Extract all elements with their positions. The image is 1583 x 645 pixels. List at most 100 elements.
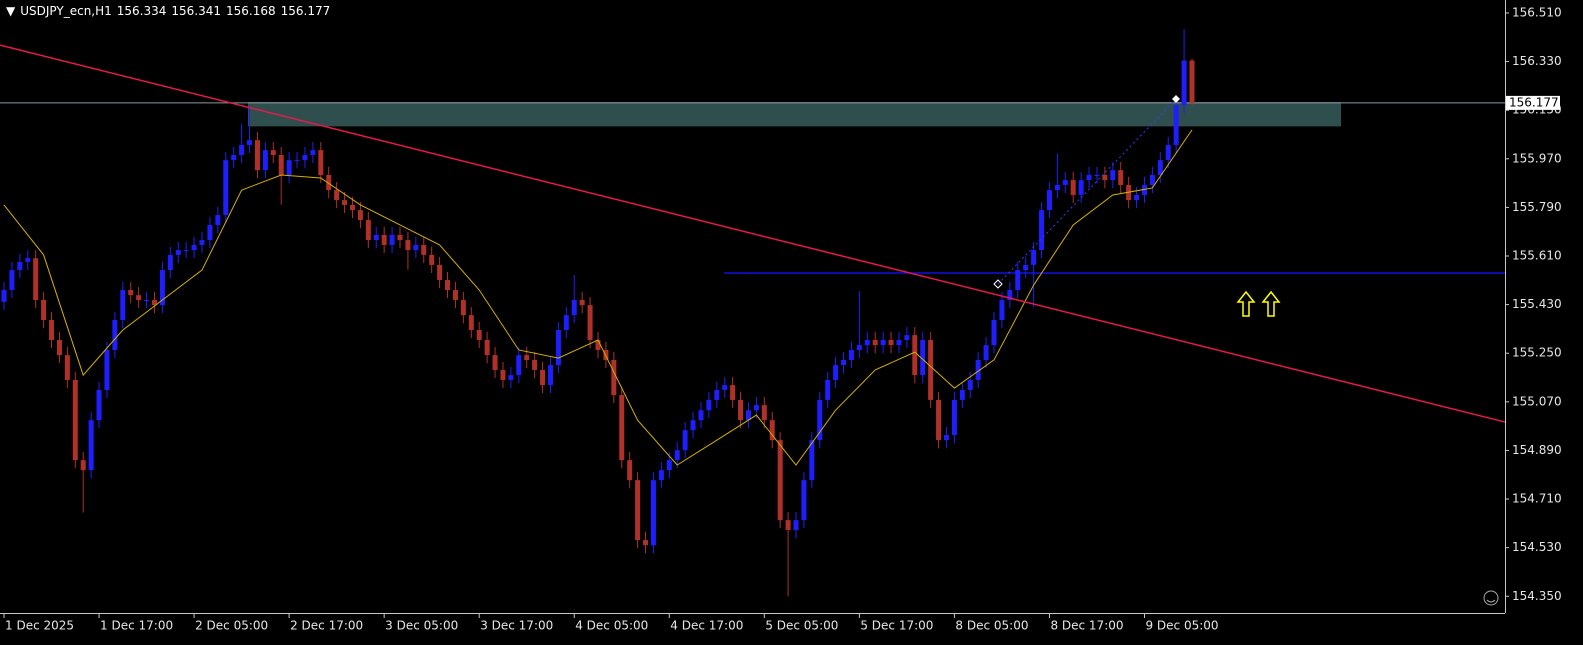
candle-body: [278, 155, 284, 175]
x-tick-label: 5 Dec 17:00: [860, 619, 933, 633]
candle-body: [1165, 145, 1171, 161]
candle-body: [991, 320, 997, 346]
candle-body: [848, 349, 854, 360]
candle-body: [167, 254, 173, 271]
candle-body: [1094, 174, 1100, 176]
candle-body: [547, 365, 553, 386]
candle-body: [9, 270, 15, 291]
candle-body: [793, 520, 799, 531]
candle-body: [80, 460, 86, 471]
candle-body: [682, 430, 688, 451]
x-tick-label: 3 Dec 17:00: [480, 619, 553, 633]
candle-body: [49, 320, 55, 340]
candle-body: [532, 359, 538, 370]
candle-body: [769, 420, 775, 441]
candle-body: [1134, 194, 1140, 201]
candle-body: [310, 150, 316, 156]
candle-body: [983, 345, 989, 360]
candle-body: [468, 315, 474, 330]
plot-area: [0, 29, 1506, 597]
candle-body: [326, 174, 332, 191]
candle-body: [999, 300, 1005, 321]
candle-body: [64, 355, 70, 380]
candle-body: [951, 399, 957, 436]
candle-body: [286, 160, 292, 175]
smiley-mouth: [1486, 599, 1496, 603]
y-tick-label: 155.610: [1512, 249, 1562, 263]
candle-body: [967, 379, 973, 390]
candle-body: [318, 150, 324, 175]
candle-body: [1157, 160, 1163, 175]
candle-body: [943, 435, 949, 441]
candle-body: [809, 440, 815, 481]
candle-body: [801, 480, 807, 521]
candle-body: [1062, 180, 1068, 185]
candle-body: [357, 210, 363, 221]
candle-body: [864, 339, 870, 346]
x-tick-label: 4 Dec 05:00: [575, 619, 648, 633]
candle-body: [159, 270, 165, 306]
candle-body: [920, 339, 926, 376]
candle-body: [1015, 270, 1021, 291]
candle-body: [1031, 250, 1037, 265]
candle-body: [698, 410, 704, 421]
candle-body: [1141, 184, 1147, 195]
candle-body: [175, 250, 181, 255]
candle-body: [540, 369, 546, 386]
y-tick-label: 154.710: [1512, 492, 1562, 506]
up-arrow: [1236, 290, 1256, 317]
candle-body: [690, 420, 696, 431]
x-tick-label: 1 Dec 2025: [5, 619, 74, 633]
candle-body: [56, 339, 62, 356]
candle-body: [730, 385, 736, 400]
x-tick-label: 8 Dec 17:00: [1050, 619, 1123, 633]
candle-body: [460, 300, 466, 316]
candle-body: [856, 345, 862, 350]
candle-body: [635, 480, 641, 541]
candle-body: [595, 339, 601, 350]
candle-body: [643, 540, 649, 546]
candle-body: [144, 300, 150, 302]
candle-body: [207, 224, 213, 241]
candle-body: [896, 339, 902, 346]
candle-body: [25, 258, 31, 262]
candle-body: [151, 300, 157, 306]
candle-body: [421, 244, 427, 255]
y-tick-label: 154.530: [1512, 540, 1562, 554]
candle-body: [136, 295, 142, 301]
candle-body: [231, 155, 237, 161]
candle-body: [563, 315, 569, 330]
candle-body: [365, 220, 371, 241]
x-tick-label: 8 Dec 05:00: [955, 619, 1028, 633]
candle-body: [294, 160, 300, 162]
candle-body: [112, 320, 118, 350]
candle-body: [33, 258, 39, 301]
candle-body: [650, 480, 656, 546]
candle-body: [888, 339, 894, 346]
candle-body: [437, 264, 443, 281]
y-tick-label: 156.510: [1512, 5, 1562, 19]
candle-body: [17, 261, 23, 271]
candle-body: [1023, 264, 1029, 271]
exit-marker: [1172, 95, 1180, 103]
x-tick-label: 2 Dec 05:00: [195, 619, 268, 633]
candle-body: [1007, 290, 1013, 301]
candle-body: [959, 389, 965, 400]
trendline: [0, 44, 1506, 423]
header: ▼ USDJPY_ecn,H1 156.334 156.341 156.168 156.1…: [6, 4, 335, 18]
y-tick-label: 155.250: [1512, 346, 1562, 360]
candle-body: [1, 290, 7, 302]
y-tick-label: 154.890: [1512, 443, 1562, 457]
candle-body: [223, 160, 229, 215]
x-tick-label: 1 Dec 17:00: [100, 619, 173, 633]
x-tick-label: 4 Dec 17:00: [670, 619, 743, 633]
candle-body: [262, 150, 268, 171]
candle-body: [777, 440, 783, 521]
candle-body: [247, 140, 253, 146]
candle-body: [571, 300, 577, 316]
candle-body: [405, 240, 411, 251]
x-tick-label: 9 Dec 05:00: [1145, 619, 1218, 633]
candle-body: [508, 375, 514, 380]
